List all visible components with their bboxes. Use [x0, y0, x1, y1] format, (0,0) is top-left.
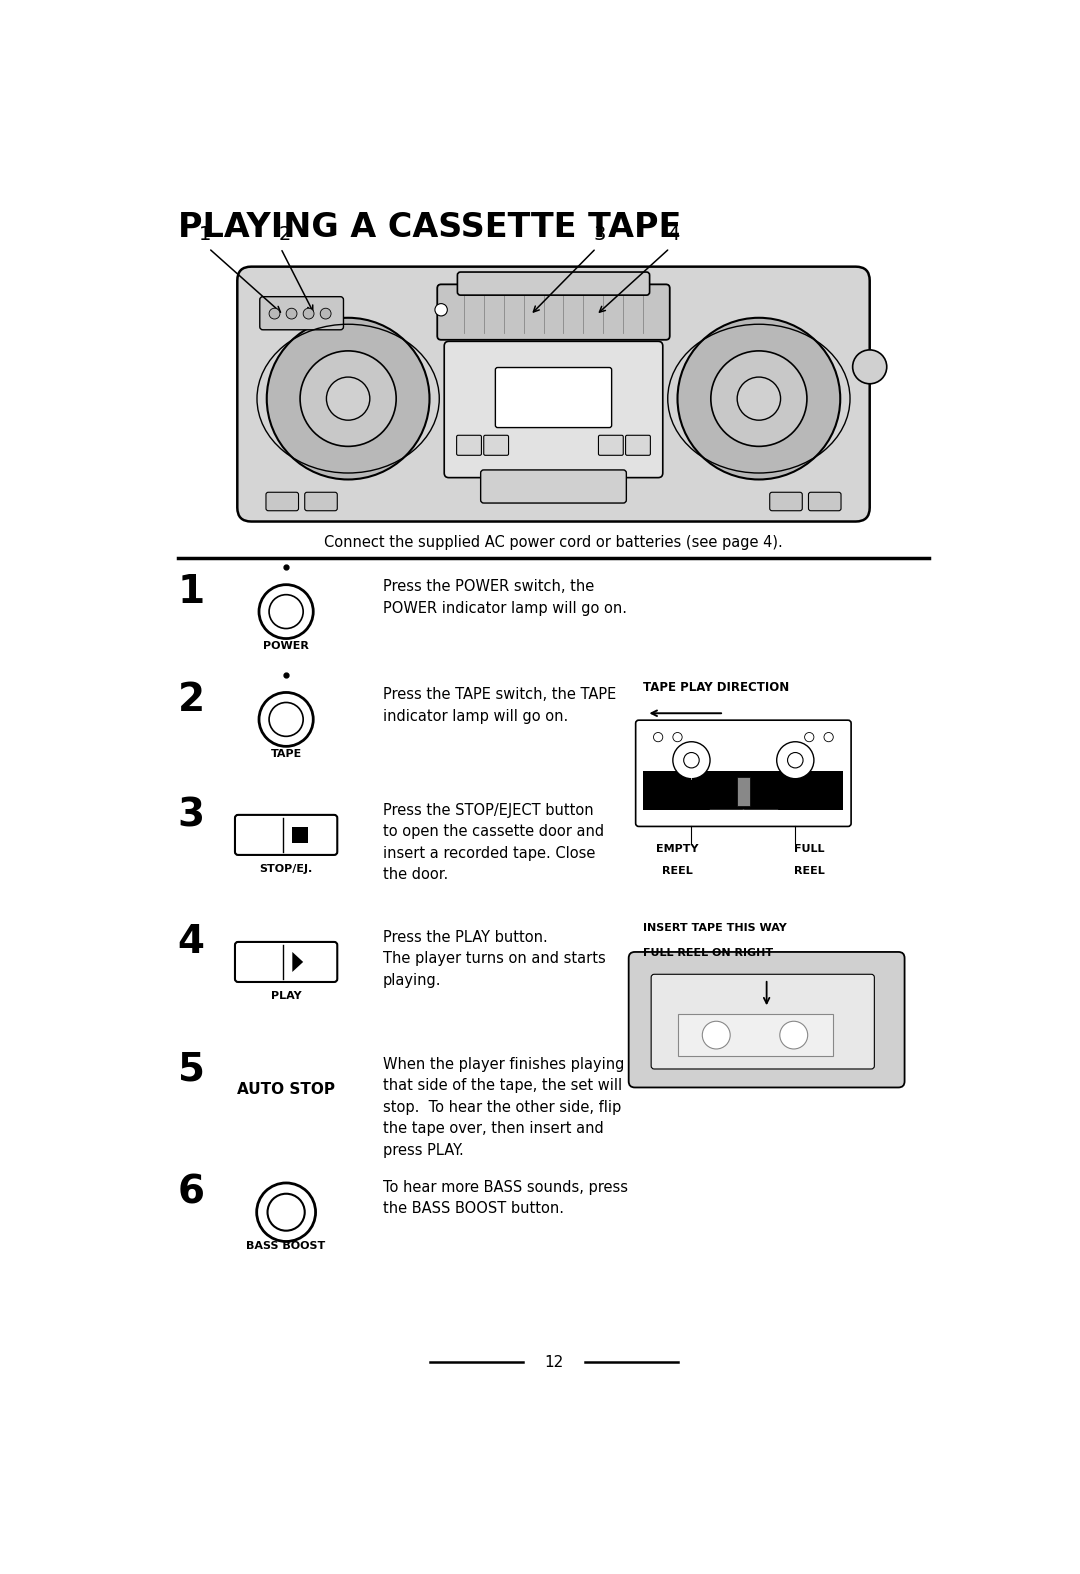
FancyBboxPatch shape — [651, 974, 875, 1069]
Text: 4: 4 — [177, 924, 204, 962]
Circle shape — [805, 732, 814, 741]
Circle shape — [259, 693, 313, 746]
Circle shape — [653, 732, 663, 741]
Text: PLAYING A CASSETTE TAPE: PLAYING A CASSETTE TAPE — [177, 211, 681, 244]
Text: Press the POWER switch, the
POWER indicator lamp will go on.: Press the POWER switch, the POWER indica… — [383, 579, 627, 615]
Text: 3: 3 — [177, 796, 205, 834]
Circle shape — [321, 309, 332, 320]
FancyBboxPatch shape — [458, 272, 649, 296]
Text: 12: 12 — [544, 1355, 563, 1369]
Circle shape — [303, 309, 314, 320]
Circle shape — [780, 1022, 808, 1048]
Text: EMPTY: EMPTY — [657, 844, 699, 855]
FancyBboxPatch shape — [235, 941, 337, 982]
FancyBboxPatch shape — [598, 436, 623, 455]
FancyBboxPatch shape — [484, 436, 509, 455]
Text: AUTO STOP: AUTO STOP — [238, 1081, 335, 1097]
Text: BASS BOOST: BASS BOOST — [246, 1242, 326, 1251]
Circle shape — [711, 351, 807, 447]
FancyBboxPatch shape — [437, 285, 670, 340]
Circle shape — [824, 732, 834, 741]
Text: REEL: REEL — [794, 866, 825, 877]
Text: Press the PLAY button.
The player turns on and starts
playing.: Press the PLAY button. The player turns … — [383, 930, 606, 988]
Circle shape — [269, 309, 280, 320]
Text: Connect the supplied AC power cord or batteries (see page 4).: Connect the supplied AC power cord or ba… — [324, 535, 783, 549]
Text: INSERT TAPE THIS WAY: INSERT TAPE THIS WAY — [643, 924, 786, 933]
Bar — [644, 771, 843, 809]
Bar — [677, 1014, 833, 1056]
Text: 2: 2 — [177, 682, 205, 719]
Circle shape — [257, 1184, 315, 1242]
Text: FULL: FULL — [794, 844, 824, 855]
Text: POWER: POWER — [264, 641, 309, 652]
Circle shape — [673, 741, 710, 779]
Text: 1: 1 — [199, 225, 211, 244]
Circle shape — [673, 732, 683, 741]
Text: TAPE PLAY DIRECTION: TAPE PLAY DIRECTION — [643, 682, 788, 694]
Circle shape — [702, 1022, 730, 1048]
Text: 4: 4 — [667, 225, 679, 244]
Text: STOP/EJ.: STOP/EJ. — [259, 864, 313, 874]
Bar — [738, 778, 750, 806]
Text: FULL REEL ON RIGHT: FULL REEL ON RIGHT — [643, 948, 773, 959]
Circle shape — [435, 304, 447, 316]
Text: 2: 2 — [279, 225, 291, 244]
Text: Press the TAPE switch, the TAPE
indicator lamp will go on.: Press the TAPE switch, the TAPE indicato… — [383, 688, 617, 724]
Circle shape — [259, 584, 313, 639]
Circle shape — [852, 349, 887, 384]
FancyBboxPatch shape — [444, 342, 663, 477]
FancyBboxPatch shape — [260, 296, 343, 331]
Text: When the player finishes playing
that side of the tape, the set will
stop.  To h: When the player finishes playing that si… — [383, 1056, 624, 1158]
FancyBboxPatch shape — [481, 471, 626, 504]
FancyBboxPatch shape — [238, 266, 869, 521]
Circle shape — [677, 318, 840, 480]
Circle shape — [269, 595, 303, 628]
Text: REEL: REEL — [662, 866, 693, 877]
Text: 1: 1 — [177, 573, 205, 611]
FancyBboxPatch shape — [770, 493, 802, 510]
Circle shape — [300, 351, 396, 447]
Text: 5: 5 — [177, 1050, 204, 1089]
Text: TAPE: TAPE — [270, 749, 301, 759]
Circle shape — [787, 752, 804, 768]
Polygon shape — [293, 952, 303, 973]
FancyBboxPatch shape — [266, 493, 298, 510]
FancyBboxPatch shape — [809, 493, 841, 510]
Text: To hear more BASS sounds, press
the BASS BOOST button.: To hear more BASS sounds, press the BASS… — [383, 1180, 627, 1217]
FancyBboxPatch shape — [457, 436, 482, 455]
Text: Press the STOP/EJECT button
to open the cassette door and
insert a recorded tape: Press the STOP/EJECT button to open the … — [383, 803, 604, 883]
Circle shape — [326, 378, 369, 420]
Text: PLAY: PLAY — [271, 992, 301, 1001]
FancyBboxPatch shape — [636, 721, 851, 826]
Circle shape — [738, 378, 781, 420]
Circle shape — [269, 702, 303, 737]
FancyBboxPatch shape — [629, 952, 905, 1088]
Text: 3: 3 — [594, 225, 606, 244]
FancyBboxPatch shape — [625, 436, 650, 455]
FancyBboxPatch shape — [496, 367, 611, 428]
Circle shape — [777, 741, 814, 779]
Circle shape — [286, 309, 297, 320]
Circle shape — [267, 318, 430, 480]
FancyBboxPatch shape — [305, 493, 337, 510]
Circle shape — [268, 1193, 305, 1231]
Text: 6: 6 — [177, 1174, 204, 1212]
FancyBboxPatch shape — [235, 815, 337, 855]
Circle shape — [684, 752, 699, 768]
Bar — [293, 828, 308, 842]
